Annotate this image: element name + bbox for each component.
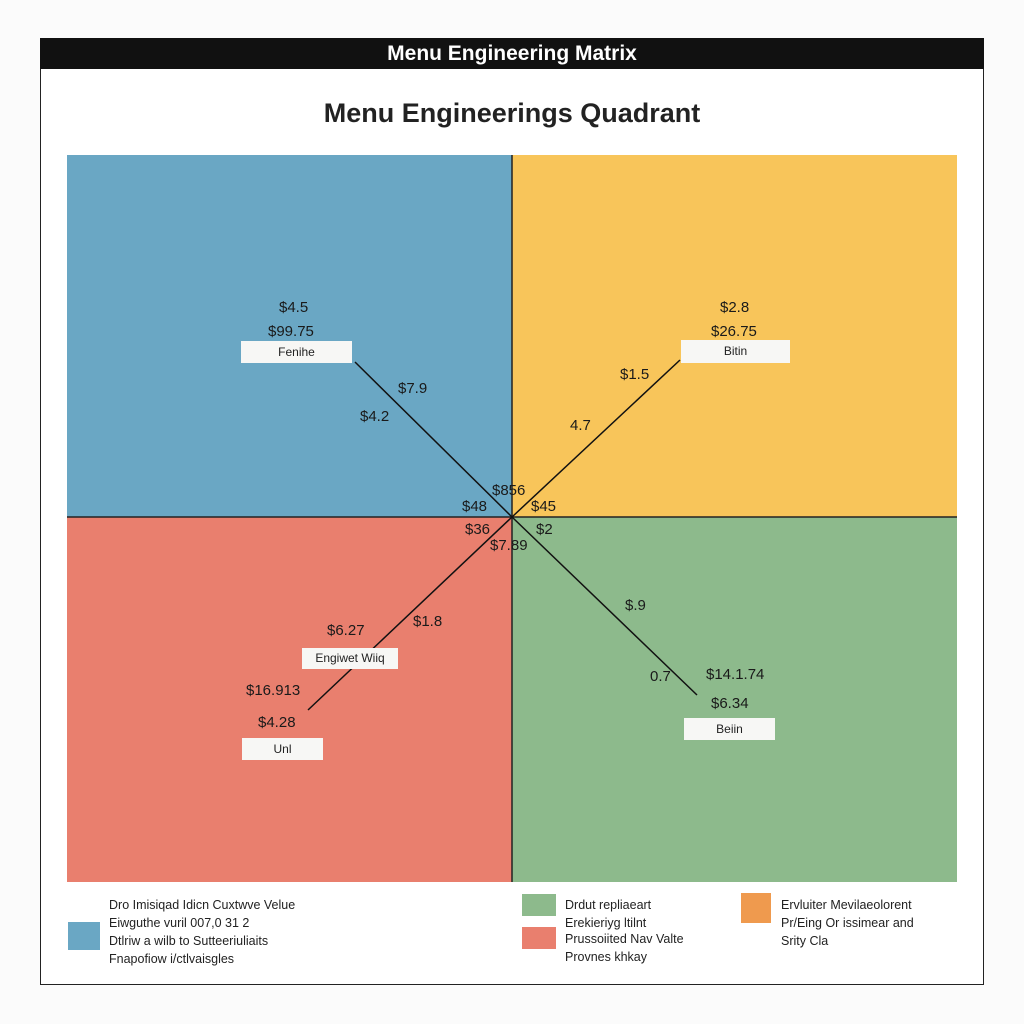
legend-swatch-orange: [741, 893, 771, 923]
item-label-box: Bitin: [681, 340, 790, 363]
chart-title: Menu Engineerings Quadrant: [323, 98, 701, 128]
window-title: Menu Engineering Matrix: [40, 38, 984, 69]
connector-bottom-left: [307, 516, 513, 711]
value-label: $6.27: [327, 622, 365, 639]
value-label: $1.8: [413, 613, 443, 630]
quadrant-bottom-left: [67, 517, 512, 882]
value-label: $99.75: [268, 323, 314, 340]
legend-text-blue: Dro Imisiqad Idicn Cuxtwve Velue Eiwguth…: [109, 896, 295, 968]
item-label-box: Unl: [242, 738, 323, 760]
value-label: $2.8: [720, 299, 750, 316]
quadrant-top-left: [67, 155, 512, 517]
value-label: $45: [531, 498, 557, 515]
legend-swatch-red: [522, 927, 556, 949]
legend-text-green: Drdut repliaeart Erekieriyg ltilnt: [565, 896, 651, 932]
value-label: $4.5: [279, 299, 309, 316]
value-label: $26.75: [711, 323, 757, 340]
item-label-box: Engiwet Wiiq: [302, 648, 398, 669]
connector-bottom-right: [511, 516, 698, 696]
legend-swatch-green: [522, 894, 556, 916]
value-label: $1.5: [620, 366, 650, 383]
quadrant-bottom-right: [512, 517, 957, 882]
item-label-box: Fenihe: [241, 341, 352, 363]
value-label: $4.28: [258, 714, 296, 731]
value-label: $14.1.74: [706, 666, 765, 683]
value-label: $4.2: [360, 408, 390, 425]
legend-line: Fnapofiow i/ctlvaisgles: [109, 952, 235, 966]
value-label: $36: [465, 521, 491, 538]
legend-line: Provnes khkay: [565, 950, 647, 964]
connector-top-left: [354, 361, 513, 518]
legend-text-red: Prussoiited Nav Valte Provnes khkay: [565, 930, 684, 966]
legend-swatch-blue: [68, 922, 100, 950]
legend-line: Pr/Eing Or issimear and: [781, 916, 914, 930]
legend-line: Erekieriyg ltilnt: [565, 916, 647, 930]
legend-line: Drdut repliaeart: [565, 898, 652, 912]
value-label: $7.89: [490, 537, 528, 554]
item-label-box: Beiin: [684, 718, 775, 740]
value-label: $6.34: [711, 695, 749, 712]
legend-line: Dro Imisiqad Idicn Cuxtwve Velue: [109, 898, 296, 912]
value-label: $16.913: [246, 682, 301, 699]
quadrant-top-right: [512, 155, 957, 517]
legend-line: Ervluiter Mevilaeolorent: [781, 898, 912, 912]
value-label: 4.7: [570, 417, 591, 434]
value-label: $856: [492, 482, 526, 499]
value-label: $2: [536, 521, 553, 538]
legend-text-orange: Ervluiter Mevilaeolorent Pr/Eing Or issi…: [781, 896, 914, 950]
value-label: $7.9: [398, 380, 428, 397]
legend-line: Srity Cla: [781, 934, 829, 948]
value-label: $48: [462, 498, 488, 515]
legend-line: Eiwguthe vuril 007,0 31 2: [109, 916, 250, 930]
value-label: 0.7: [650, 668, 671, 685]
legend-line: Prussoiited Nav Valte: [565, 932, 684, 946]
connector-top-right: [511, 359, 681, 518]
legend-line: Dtlriw a wilb to Sutteeriuliaits: [109, 934, 269, 948]
value-label: $.9: [625, 597, 646, 614]
